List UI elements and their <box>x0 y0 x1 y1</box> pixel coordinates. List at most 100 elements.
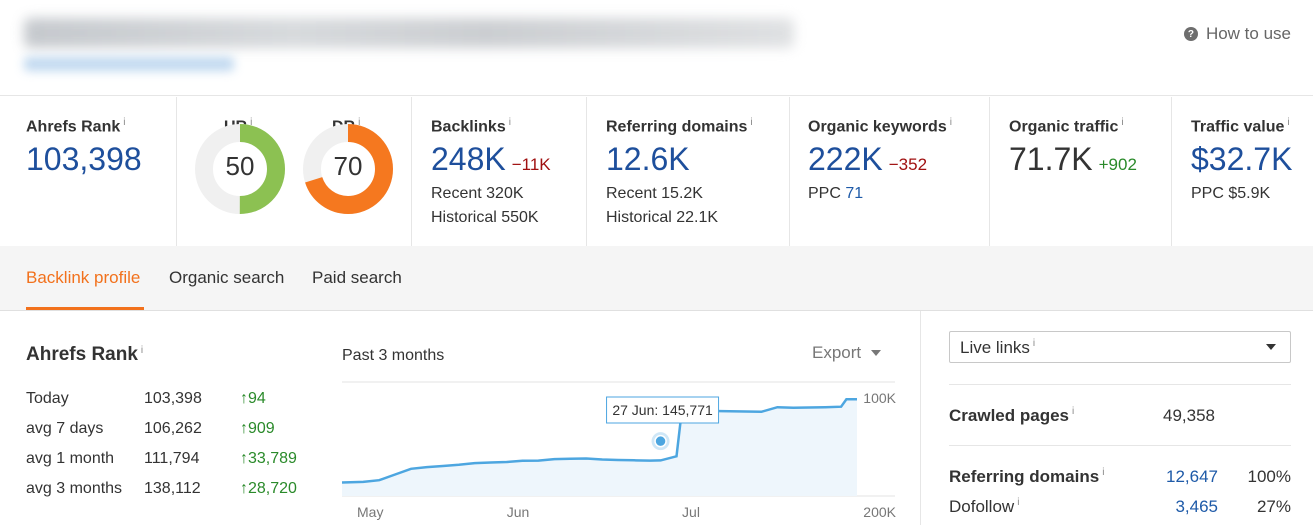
y-tick-label: 200K <box>863 504 896 520</box>
y-tick-label: 100K <box>863 390 896 406</box>
rank-period: avg 7 days <box>26 420 104 437</box>
rank-row: avg 1 month 111,794 ↑33,789 <box>26 450 316 474</box>
export-label: Export <box>812 343 862 362</box>
backlinks-historical: Historical 550K <box>431 209 539 226</box>
blurred-page-url[interactable] <box>24 57 234 71</box>
referring-domains-historical: Historical 22.1K <box>606 209 719 226</box>
info-icon[interactable]: i <box>949 117 952 128</box>
info-icon[interactable]: i <box>123 117 126 128</box>
chart-tooltip-box <box>606 396 720 424</box>
ahrefs-rank-chart[interactable]: 27 Jun: 145,771 May Jun Jul 100K 200K <box>330 372 905 525</box>
organic-keywords-value[interactable]: 222K −352 <box>808 141 928 177</box>
info-icon[interactable]: i <box>1072 406 1075 418</box>
metric-label: Ahrefs Rank i <box>26 117 126 136</box>
export-button[interactable]: Export <box>812 343 882 363</box>
backlinks-delta: −11K <box>511 155 551 174</box>
metric-label: Backlinks i <box>431 117 511 136</box>
stat-label: Crawled pages i <box>949 406 1075 425</box>
ahrefs-rank-value: 103,398 <box>26 141 142 177</box>
rank-change: ↑94 <box>240 390 266 407</box>
how-to-use-label: How to use <box>1205 24 1291 43</box>
organic-traffic-value: 71.7K +902 <box>1009 141 1137 177</box>
rank-value: 106,262 <box>144 420 202 437</box>
rank-period: avg 3 months <box>26 480 123 497</box>
backlinks-value[interactable]: 248K −11K <box>431 141 551 177</box>
metrics-strip: Ahrefs Rank i 103,398 UR i 50 DR i 70 Backl… <box>0 97 1313 246</box>
info-icon[interactable]: i <box>1017 497 1020 509</box>
blurred-page-title <box>24 18 794 48</box>
metric-ahrefs-rank: Ahrefs Rank i 103,398 <box>0 97 177 246</box>
stat-value: 49,358 <box>1163 406 1215 425</box>
organic-traffic-delta: +902 <box>1098 155 1137 174</box>
how-to-use-link[interactable]: ? How to use <box>1183 24 1291 44</box>
metric-label: Referring domains i <box>606 117 753 136</box>
chart-series-line <box>341 398 857 484</box>
rank-row: avg 7 days 106,262 ↑909 <box>26 420 316 444</box>
metric-organic-traffic: Organic traffic i 71.7K +902 <box>990 97 1172 246</box>
metric-backlinks: Backlinks i 248K −11K Recent 320K Historic… <box>412 97 587 246</box>
chart-tooltip-label: 27 Jun: 145,771 <box>612 402 713 418</box>
metric-traffic-value: Traffic value i $32.7K PPC $5.9K <box>1172 97 1313 246</box>
rank-period: avg 1 month <box>26 450 115 467</box>
rank-period: Today <box>26 390 69 407</box>
info-icon[interactable]: i <box>358 117 361 128</box>
chevron-down-icon <box>1266 344 1276 350</box>
chart-title: Past 3 months <box>342 347 445 364</box>
stat-value-link[interactable]: 12,647 <box>1166 467 1218 486</box>
select-value: Live links i <box>960 338 1036 357</box>
info-icon[interactable]: i <box>750 117 753 128</box>
backlinks-recent: Recent 320K <box>431 185 524 202</box>
tab-backlink-profile[interactable]: Backlink profile <box>26 268 141 287</box>
stat-percent: 100% <box>1247 467 1291 486</box>
links-type-select[interactable]: Live links i <box>949 331 1291 363</box>
dr-gauge-fill <box>303 124 393 214</box>
referring-domains-recent: Recent 15.2K <box>606 185 703 202</box>
traffic-value-ppc: PPC $5.9K <box>1191 185 1271 202</box>
dr-gauge[interactable]: 70 <box>302 123 394 215</box>
info-icon[interactable]: i <box>140 344 144 356</box>
metric-label: Traffic value i <box>1191 117 1290 136</box>
metric-label: Organic traffic i <box>1009 117 1124 136</box>
ppc-keywords-link[interactable]: 71 <box>845 185 864 202</box>
ur-gauge[interactable]: 50 <box>194 123 286 215</box>
x-tick-label: May <box>357 504 383 520</box>
divider <box>949 445 1291 446</box>
organic-keywords-delta: −352 <box>888 155 928 174</box>
rank-value: 138,112 <box>144 480 201 497</box>
rank-panel-title: Ahrefs Rank i <box>26 344 144 365</box>
info-icon[interactable]: i <box>508 117 511 128</box>
x-tick-label: Jul <box>682 504 700 520</box>
traffic-value-value: $32.7K <box>1191 141 1293 177</box>
organic-keywords-ppc: PPC 71 <box>808 185 864 202</box>
info-icon[interactable]: i <box>1032 338 1036 350</box>
x-tick-label: Jun <box>507 504 530 520</box>
question-icon: ? <box>1183 27 1198 41</box>
rank-row: avg 3 months 138,112 ↑28,720 <box>26 480 316 504</box>
rank-change: ↑33,789 <box>240 450 297 467</box>
metric-referring-domains: Referring domains i 12.6K Recent 15.2K Hi… <box>587 97 790 246</box>
tab-organic-search[interactable]: Organic search <box>169 268 285 287</box>
stat-label: Dofollow i <box>949 497 1020 516</box>
info-icon[interactable]: i <box>1121 117 1124 128</box>
referring-domains-value[interactable]: 12.6K <box>606 141 690 177</box>
metric-organic-keywords: Organic keywords i 222K −352 PPC 71 <box>790 97 990 246</box>
metric-label: Organic keywords i <box>808 117 952 136</box>
info-icon[interactable]: i <box>250 117 253 128</box>
active-tab-indicator <box>26 307 144 310</box>
stat-label: Referring domains i <box>949 467 1105 486</box>
info-icon[interactable]: i <box>1287 117 1290 128</box>
page-header: ? How to use <box>0 0 1313 96</box>
panel-divider <box>920 311 921 525</box>
metric-ur-dr: UR i 50 DR i 70 <box>177 97 412 246</box>
stat-value-link[interactable]: 3,465 <box>1175 497 1218 516</box>
highlight-point <box>654 434 667 448</box>
section-tabs: Backlink profile Organic search Paid sea… <box>0 246 1313 311</box>
rank-value: 103,398 <box>144 390 202 407</box>
info-icon[interactable]: i <box>1102 467 1105 479</box>
rank-change: ↑28,720 <box>240 480 297 497</box>
chevron-down-icon <box>871 350 882 356</box>
rank-value: 111,794 <box>144 450 200 467</box>
rank-row: Today 103,398 ↑94 <box>26 390 316 414</box>
tab-paid-search[interactable]: Paid search <box>312 268 402 287</box>
dr-value: 70 <box>333 151 363 181</box>
